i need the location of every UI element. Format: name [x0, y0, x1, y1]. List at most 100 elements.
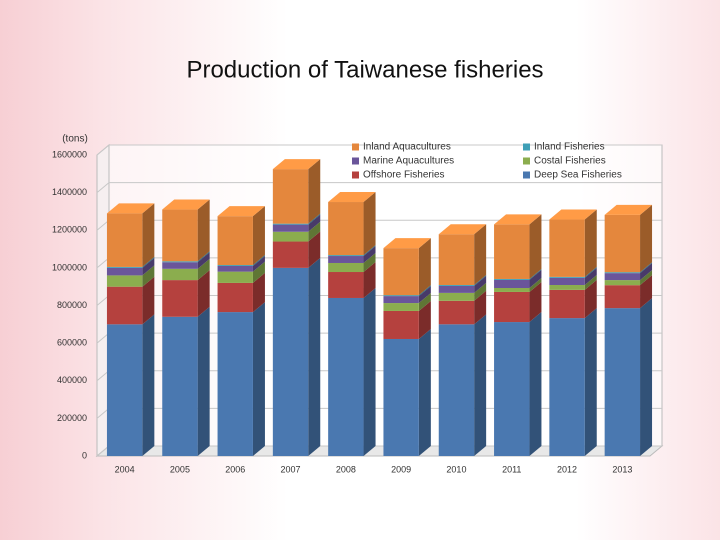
legend-swatch: [352, 157, 359, 165]
legend-swatch: [352, 143, 359, 151]
bar-side: [584, 279, 597, 319]
bar-segment: [106, 275, 143, 287]
bar-segment: [272, 241, 309, 268]
bar-side: [308, 221, 321, 242]
bar-segment: [106, 266, 143, 268]
bar-side: [308, 213, 321, 225]
bar-segment: [604, 272, 641, 274]
bar-side: [308, 231, 321, 268]
bar-side: [197, 252, 210, 269]
bar-side: [418, 285, 431, 297]
bar-side: [197, 270, 210, 317]
bar-segment: [494, 278, 530, 280]
bar-segment: [328, 255, 364, 257]
x-tick-label: 2012: [557, 464, 577, 474]
bar-top: [272, 159, 321, 170]
bar-segment: [162, 280, 198, 317]
bar-segment: [162, 316, 198, 456]
bar-segment: [217, 265, 253, 272]
bar-segment: [494, 322, 530, 456]
bar-side: [640, 204, 653, 273]
legend-label: Inland Aquacultures: [363, 142, 451, 153]
bar-side: [584, 209, 597, 277]
x-tick-label: 2008: [336, 464, 356, 474]
bar-segment: [604, 273, 641, 281]
bar-segment: [438, 292, 475, 301]
bar-segment: [217, 271, 253, 283]
bar-side: [640, 298, 653, 456]
bar-side: [418, 238, 431, 296]
bar-side: [474, 314, 487, 456]
bar-segment: [217, 282, 253, 313]
bar-segment: [494, 224, 530, 279]
grid-line: [96, 182, 662, 194]
bar-segment: [217, 265, 253, 266]
bar-segment: [383, 338, 419, 456]
y-axis-label: (tons): [62, 134, 88, 145]
bar-segment: [106, 324, 143, 456]
legend-label: Inland Fisheries: [534, 142, 605, 153]
legend-swatch: [352, 171, 359, 179]
bar-segment: [438, 285, 475, 293]
bar-segment: [272, 223, 309, 225]
bar-top: [494, 214, 542, 225]
bar-side: [142, 314, 155, 456]
x-tick-label: 2004: [115, 464, 135, 474]
bar-side: [474, 282, 487, 301]
bar-segment: [162, 209, 198, 262]
bar-side: [363, 287, 376, 456]
bar-segment: [383, 310, 419, 339]
legend-swatch: [523, 171, 530, 179]
bar-side: [363, 246, 376, 263]
bar-side: [640, 263, 653, 281]
y-tick-label: 1200000: [52, 225, 87, 235]
bar-segment: [383, 303, 419, 311]
bar-segment: [328, 262, 364, 273]
legend-label: Marine Aquacultures: [363, 156, 454, 167]
bar-side: [363, 252, 376, 273]
bar-segment: [604, 214, 641, 273]
bar-segment: [604, 280, 641, 286]
legend-label: Deep Sea Fisheries: [534, 170, 622, 181]
bar-side: [252, 255, 265, 266]
bar-side: [474, 274, 487, 286]
bar-side: [252, 255, 265, 272]
x-tick-label: 2005: [170, 464, 190, 474]
bar-side: [474, 275, 487, 293]
bar-side: [252, 261, 265, 283]
x-tick-label: 2009: [391, 464, 411, 474]
bar-segment: [549, 277, 585, 285]
bar-side: [529, 281, 542, 323]
bar-segment: [438, 324, 475, 456]
bar-side: [529, 312, 542, 456]
bar-side: [363, 245, 376, 257]
bar-side: [529, 269, 542, 289]
y-tick-label: 600000: [57, 338, 87, 348]
bar-segment: [162, 268, 198, 281]
grid-line: [96, 144, 662, 156]
bar-side: [640, 270, 653, 286]
bar-segment: [438, 300, 475, 325]
bar-top: [162, 199, 210, 210]
bar-top: [383, 238, 431, 249]
bar-segment: [217, 216, 253, 266]
legend-swatch: [523, 143, 530, 151]
y-tick-label: 400000: [57, 375, 87, 385]
bar-segment: [549, 284, 585, 290]
x-tick-label: 2010: [446, 464, 466, 474]
bar-top: [438, 224, 487, 235]
bar-side: [640, 275, 653, 309]
bar-segment: [604, 308, 641, 456]
bar-side: [197, 199, 210, 262]
bar-segment: [494, 288, 530, 292]
bar-side: [252, 302, 265, 456]
y-tick-label: 800000: [57, 300, 87, 310]
y-tick-label: 1400000: [52, 187, 87, 197]
bar-side: [529, 268, 542, 280]
bar-side: [308, 159, 321, 224]
bar-side: [363, 262, 376, 298]
y-tick-label: 0: [82, 450, 87, 460]
x-tick-label: 2011: [502, 464, 521, 474]
bar-side: [584, 308, 597, 456]
bar-segment: [549, 219, 585, 277]
